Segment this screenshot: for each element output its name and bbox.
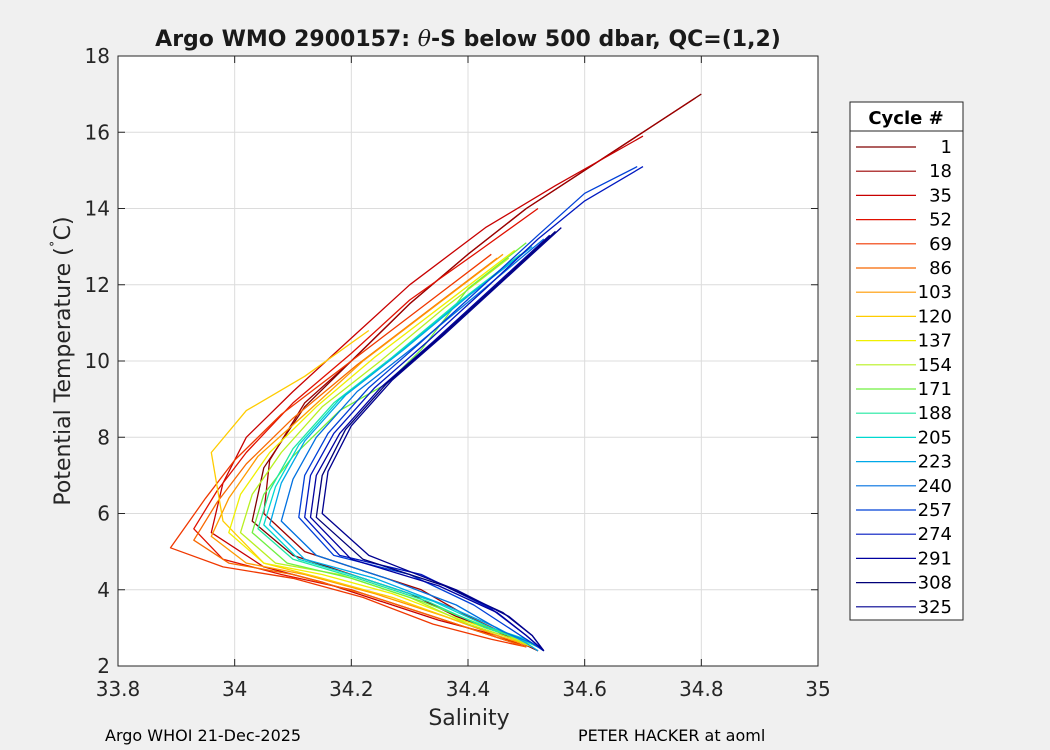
legend-label-cycle-103: 103 bbox=[918, 282, 952, 303]
y-tick-label: 14 bbox=[85, 197, 110, 221]
series-line-cycle-154 bbox=[239, 257, 533, 648]
legend-label-cycle-308: 308 bbox=[918, 573, 952, 594]
legend-label-cycle-52: 52 bbox=[929, 210, 952, 231]
x-tick-label: 34.6 bbox=[562, 677, 607, 701]
x-tick-label: 34.4 bbox=[446, 677, 491, 701]
legend-label-cycle-120: 120 bbox=[918, 306, 952, 327]
series-line-cycle-137 bbox=[228, 249, 533, 648]
x-axis-label: Salinity bbox=[428, 706, 509, 731]
y-tick-label: 16 bbox=[85, 120, 110, 144]
legend-label-cycle-1: 1 bbox=[941, 137, 952, 158]
y-tick-label: 2 bbox=[97, 654, 110, 678]
legend-label-cycle-35: 35 bbox=[929, 185, 952, 206]
legend-label-cycle-223: 223 bbox=[918, 452, 952, 473]
x-tick-label: 34.2 bbox=[329, 677, 374, 701]
x-tick-label: 33.8 bbox=[96, 677, 141, 701]
legend-label-cycle-69: 69 bbox=[929, 234, 952, 255]
x-tick-label: 35 bbox=[805, 677, 830, 701]
y-tick-label: 8 bbox=[97, 425, 110, 449]
data-series bbox=[169, 93, 702, 652]
y-tick-label: 10 bbox=[85, 349, 110, 373]
legend: Cycle # 1 18 35 52 69 86 103 120 137 154 171 188 205… bbox=[849, 101, 964, 621]
legend-label-cycle-137: 137 bbox=[918, 331, 952, 352]
legend-label-cycle-171: 171 bbox=[918, 379, 952, 400]
footer-source-date: Argo WHOI 21-Dec-2025 bbox=[105, 726, 302, 745]
series-line-cycle-18 bbox=[263, 97, 696, 652]
axis-ticks: 33.8 34 34.2 34.4 34.6 34.8 35 2 4 6 8 10 12 14 16 18 bbox=[85, 44, 831, 701]
y-tick-label: 18 bbox=[85, 44, 110, 68]
series-line-cycle-69 bbox=[169, 253, 527, 648]
legend-label-cycle-240: 240 bbox=[918, 476, 952, 497]
y-tick-label: 4 bbox=[97, 578, 110, 602]
legend-label-cycle-18: 18 bbox=[929, 161, 952, 182]
legend-label-cycle-325: 325 bbox=[918, 597, 952, 618]
legend-label-cycle-188: 188 bbox=[918, 403, 952, 424]
series-line-cycle-325 bbox=[321, 227, 562, 652]
y-tick-label: 6 bbox=[97, 502, 110, 526]
series-line-cycle-257 bbox=[298, 166, 638, 652]
series-line-cycle-291 bbox=[309, 234, 551, 652]
legend-label-cycle-291: 291 bbox=[918, 548, 952, 569]
series-line-cycle-240 bbox=[280, 238, 545, 652]
chart-title: Argo WMO 2900157: θ-S below 500 dbar, QC… bbox=[155, 27, 781, 52]
y-axis-label: Potential Temperature (˚C) bbox=[49, 216, 76, 505]
legend-label-cycle-154: 154 bbox=[918, 355, 952, 376]
y-tick-label: 12 bbox=[85, 273, 110, 297]
footer-attribution: PETER HACKER at aoml bbox=[578, 726, 766, 745]
legend-label-cycle-86: 86 bbox=[929, 258, 952, 279]
legend-title: Cycle # bbox=[868, 108, 943, 129]
x-tick-label: 34 bbox=[222, 677, 247, 701]
series-line-cycle-274 bbox=[304, 166, 644, 652]
legend-label-cycle-205: 205 bbox=[918, 427, 952, 448]
legend-label-cycle-257: 257 bbox=[918, 500, 952, 521]
legend-label-cycle-274: 274 bbox=[918, 524, 952, 545]
x-tick-label: 34.8 bbox=[679, 677, 724, 701]
series-line-cycle-86 bbox=[193, 257, 527, 648]
